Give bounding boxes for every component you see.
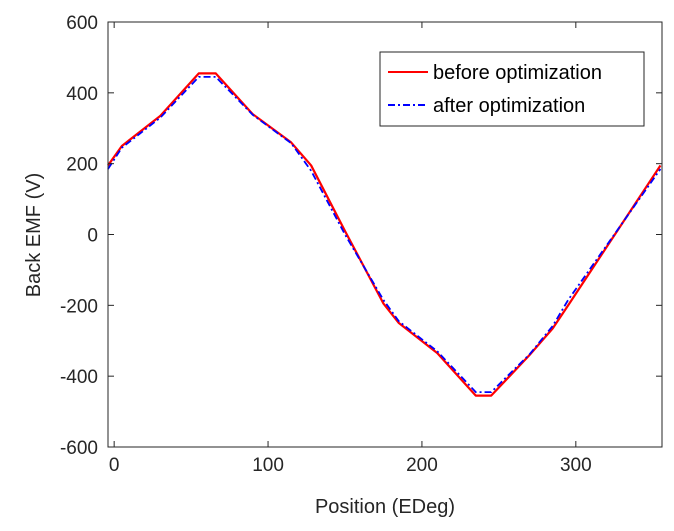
- y-tick-label: 400: [66, 84, 98, 105]
- y-tick-label: 200: [66, 155, 98, 176]
- x-tick-label: 200: [406, 455, 438, 476]
- y-axis-label: Back EMF (V): [23, 173, 45, 297]
- y-tick-label: -600: [60, 438, 98, 459]
- y-tick-label: -400: [60, 367, 98, 388]
- legend-label-before: before optimization: [433, 62, 602, 84]
- y-tick-label: -200: [60, 296, 98, 317]
- x-tick-label: 300: [560, 455, 592, 476]
- x-tick-label: 100: [252, 455, 284, 476]
- legend-box: [379, 51, 645, 127]
- x-axis-label: Position (EDeg): [315, 496, 455, 518]
- legend: before optimization after optimization: [379, 51, 645, 127]
- x-tick-label: 0: [109, 455, 120, 476]
- y-tick-label: 0: [87, 226, 98, 247]
- ticks-layer: 0 100 200 300 600 400 200 0 -200 -400 -600: [60, 13, 662, 476]
- legend-label-after: after optimization: [433, 95, 585, 117]
- y-tick-label: 600: [66, 13, 98, 34]
- series-line-after: [107, 76, 662, 394]
- series-layer: [107, 72, 662, 397]
